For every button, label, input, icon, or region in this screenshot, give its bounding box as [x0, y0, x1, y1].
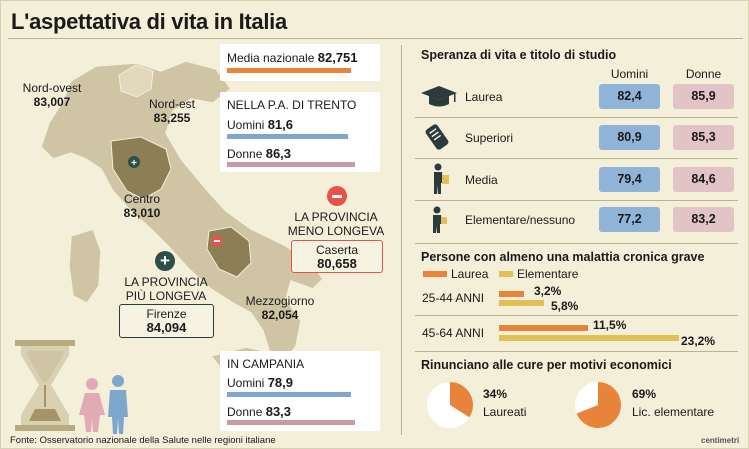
education-row-men: 77,2 — [599, 207, 660, 232]
source-note: Fonte: Osservatorio nazionale della Salu… — [10, 435, 276, 446]
plus-icon: + — [155, 251, 175, 271]
chronic-value-laurea: 3,2% — [534, 284, 562, 298]
education-row-men: 79,4 — [599, 167, 660, 192]
page-title: L'aspettativa di vita in Italia — [11, 9, 287, 34]
child-icon — [433, 206, 447, 233]
national-average-text: Media nazionale 82,751 — [227, 50, 358, 65]
education-title: Speranza di vita e titolo di studio — [421, 48, 617, 62]
education-row-label: Elementare/nessuno — [465, 213, 576, 227]
chronic-bar-elementare — [499, 300, 544, 306]
most-long-lived-heading: LA PROVINCIA PIÙ LONGEVA — [124, 275, 208, 303]
national-average-bar — [227, 68, 351, 73]
education-col-men: Uomini — [610, 67, 649, 81]
education-row-women: 84,6 — [673, 167, 734, 192]
pie-slice-elementare — [576, 382, 622, 428]
least-long-lived-box: Caserta 80,658 — [291, 240, 383, 273]
most-long-lived-box: Firenze 84,094 — [119, 304, 214, 338]
chronic-group-label: 45-64 ANNI — [422, 326, 485, 340]
campania-title: IN CAMPANIA — [227, 357, 305, 371]
trento-men-bar — [227, 134, 348, 139]
section-divider — [415, 243, 738, 244]
chronic-value-laurea: 11,5% — [593, 318, 627, 332]
chronic-value-elementare: 23,2% — [681, 334, 716, 348]
chronic-bar-elementare — [499, 335, 679, 341]
education-row-men: 82,4 — [599, 84, 660, 109]
trento-men-text: Uomini 81,6 — [227, 117, 293, 132]
chronic-bar-laurea — [499, 325, 588, 331]
row-divider — [415, 158, 738, 159]
region-nord-est: Nord-est 83,255 — [148, 97, 195, 125]
education-row-women: 85,9 — [673, 84, 734, 109]
campania-men-text: Uomini 78,9 — [227, 375, 293, 390]
education-col-women: Donne — [685, 67, 722, 81]
row-divider — [415, 117, 738, 118]
trento-card: NELLA P.A. DI TRENTO Uomini 81,6 Donne 8… — [220, 92, 380, 172]
row-divider — [415, 200, 738, 201]
least-long-lived-heading: LA PROVINCIA MENO LONGEVA — [287, 210, 385, 238]
chronic-bar-laurea — [499, 291, 524, 297]
trento-title: NELLA P.A. DI TRENTO — [227, 98, 357, 112]
renounce-value-laureati: 34% — [483, 387, 508, 401]
region-centro: Centro 83,010 — [123, 192, 161, 220]
campania-women-text: Donne 83,3 — [227, 404, 292, 419]
education-row-label: Superiori — [465, 131, 514, 145]
chronic-value-elementare: 5,8% — [551, 299, 579, 313]
trento-women-bar — [227, 162, 355, 167]
trento-women-text: Donne 86,3 — [227, 146, 292, 161]
italy-map: + — [40, 60, 324, 380]
education-row-women: 85,3 — [673, 125, 734, 150]
pie-laureati — [427, 382, 473, 428]
region-mezzogiorno: Mezzogiorno 82,054 — [245, 294, 315, 322]
campania-card: IN CAMPANIA Uomini 78,9 Donne 83,3 — [220, 351, 380, 431]
renounce-label-elementare: Lic. elementare — [632, 405, 715, 419]
national-average-card: Media nazionale 82,751 — [220, 44, 380, 81]
legend-label-elementare: Elementare — [517, 267, 579, 281]
education-row-women: 83,2 — [673, 207, 734, 232]
legend-swatch-laurea — [423, 271, 447, 277]
pie-slice-laureati — [450, 382, 473, 418]
legend-label-laurea: Laurea — [451, 267, 489, 281]
renounce-title: Rinunciano alle cure per motivi economic… — [421, 358, 672, 372]
tuscany-region-shape — [110, 136, 172, 200]
title-divider — [8, 38, 743, 39]
brand-logo: centimetri — [701, 436, 740, 445]
svg-text:+: + — [131, 158, 137, 169]
chronic-title: Persone con almeno una malattia cronica … — [421, 250, 705, 264]
chronic-group-label: 25-44 ANNI — [422, 291, 485, 305]
florence-marker — [128, 156, 140, 168]
student-icon — [434, 163, 449, 194]
woman-icon — [79, 378, 105, 432]
italy-mainland-shape — [40, 60, 324, 364]
renounce-value-elementare: 69% — [632, 387, 657, 401]
diploma-icon — [425, 124, 449, 150]
section-divider — [415, 351, 738, 352]
man-icon — [108, 375, 128, 434]
graduation-cap-icon — [421, 86, 457, 107]
pie-elementare — [575, 382, 622, 428]
campania-men-bar — [227, 392, 351, 397]
education-row-men: 80,9 — [599, 125, 660, 150]
row-divider — [415, 315, 738, 316]
sardinia-shape — [68, 228, 102, 304]
education-row-label: Media — [465, 173, 498, 187]
campania-women-bar — [227, 420, 355, 425]
hourglass-icon — [15, 340, 75, 431]
region-nord-ovest: Nord-ovest 83,007 — [22, 81, 82, 109]
minus-icon — [327, 186, 347, 206]
panel-divider — [401, 45, 402, 435]
renounce-label-laureati: Laureati — [483, 405, 527, 419]
hourglass-people-illustration — [15, 340, 128, 434]
education-row-label: Laurea — [465, 90, 503, 104]
trentino-region-shape — [118, 64, 154, 98]
legend-swatch-elementare — [499, 271, 513, 277]
